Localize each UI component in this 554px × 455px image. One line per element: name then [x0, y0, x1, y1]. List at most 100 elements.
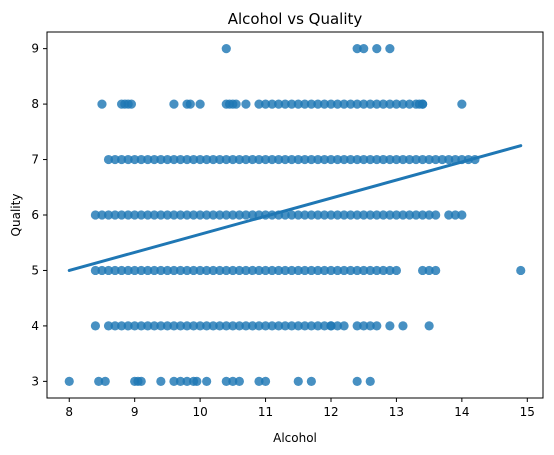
x-tick-label: 8	[65, 405, 73, 419]
data-point	[110, 154, 120, 165]
data-point	[359, 210, 369, 220]
data-point	[398, 321, 408, 331]
data-point	[346, 99, 356, 109]
data-point	[188, 210, 199, 220]
data-point	[130, 265, 140, 276]
data-point	[162, 154, 172, 165]
data-point	[136, 265, 146, 276]
data-point	[352, 321, 362, 331]
y-tick-label: 7	[31, 153, 39, 167]
data-point	[365, 210, 375, 220]
data-point	[444, 154, 454, 165]
y-tick-label: 4	[31, 319, 39, 333]
data-point	[418, 154, 428, 165]
y-tick-label: 5	[31, 263, 39, 277]
data-point	[450, 210, 460, 220]
data-point	[280, 99, 290, 109]
data-point	[346, 210, 356, 220]
data-point	[300, 154, 310, 165]
data-point	[117, 265, 127, 276]
chart-title: Alcohol vs Quality	[228, 10, 363, 28]
data-point	[143, 154, 153, 165]
data-point	[136, 210, 146, 220]
x-tick-label: 15	[520, 405, 535, 419]
data-point	[103, 154, 114, 165]
data-point	[287, 265, 297, 276]
data-point	[280, 265, 290, 276]
data-point	[90, 265, 101, 276]
data-point	[149, 154, 159, 165]
data-point	[202, 154, 212, 165]
data-point	[97, 99, 107, 109]
y-tick-label: 6	[31, 208, 39, 222]
data-point	[411, 210, 421, 220]
data-point	[372, 99, 382, 109]
data-point	[352, 210, 362, 220]
data-point	[274, 265, 284, 276]
data-point	[228, 154, 238, 165]
data-point	[385, 44, 395, 54]
data-point	[418, 265, 428, 276]
data-point	[391, 99, 402, 109]
data-point	[398, 210, 408, 220]
data-point	[391, 265, 402, 276]
data-point	[293, 154, 303, 165]
data-point	[169, 210, 179, 220]
data-point	[156, 321, 166, 331]
data-point	[234, 265, 244, 276]
y-axis-ticks: 3 4 5 6 7 8 9	[31, 42, 47, 388]
data-point	[293, 376, 303, 386]
data-point	[215, 321, 225, 331]
data-point	[378, 154, 388, 165]
data-point	[267, 321, 277, 331]
data-point	[332, 265, 343, 276]
data-point	[300, 265, 310, 276]
data-point	[404, 154, 415, 165]
data-point	[247, 265, 258, 276]
data-point	[221, 321, 231, 331]
data-point	[64, 376, 74, 386]
data-point	[332, 321, 343, 331]
data-point	[365, 154, 375, 165]
data-point	[156, 210, 166, 220]
data-point	[431, 154, 441, 165]
data-point	[300, 210, 310, 220]
data-point	[424, 210, 434, 220]
data-point	[326, 154, 336, 165]
data-point	[241, 154, 251, 165]
data-point	[424, 154, 434, 165]
data-point	[162, 321, 172, 331]
data-point	[372, 210, 382, 220]
data-point	[188, 321, 199, 331]
x-tick-label: 11	[258, 405, 273, 419]
data-point	[149, 321, 159, 331]
data-point	[169, 265, 179, 276]
data-point	[274, 154, 284, 165]
data-point	[372, 265, 382, 276]
data-point	[411, 154, 421, 165]
data-point	[372, 44, 382, 54]
data-point	[241, 210, 251, 220]
plot-points	[64, 44, 526, 386]
data-point	[247, 210, 258, 220]
data-point	[319, 154, 330, 165]
data-point	[182, 321, 192, 331]
data-point	[365, 376, 375, 386]
data-point	[247, 321, 258, 331]
data-point	[254, 321, 264, 331]
data-point	[221, 210, 231, 220]
data-point	[359, 154, 369, 165]
data-point	[143, 265, 153, 276]
data-point	[339, 265, 349, 276]
data-point	[326, 321, 336, 331]
data-point	[352, 376, 362, 386]
data-point	[306, 265, 316, 276]
data-point	[404, 210, 415, 220]
data-point	[431, 265, 441, 276]
x-tick-label: 9	[131, 405, 139, 419]
data-point	[185, 99, 195, 109]
data-point	[130, 210, 140, 220]
x-tick-label: 13	[389, 405, 404, 419]
data-point	[359, 321, 369, 331]
